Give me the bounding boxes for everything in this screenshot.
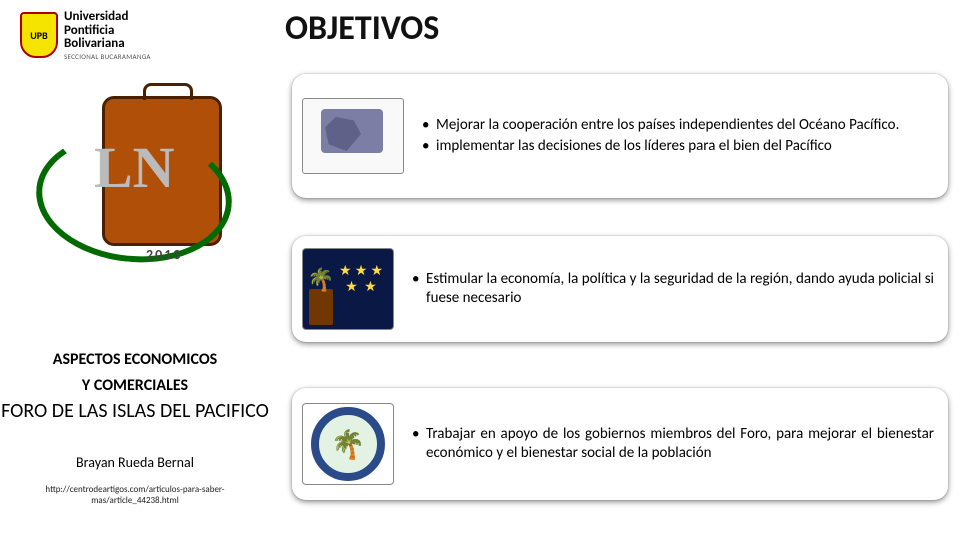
- objective-list-2: Estimular la economía, la política y la …: [408, 268, 934, 310]
- logo-shield-icon: UPB: [20, 12, 58, 58]
- heading-aspectos: ASPECTOS ECONOMICOS: [0, 350, 270, 369]
- seal-ring-icon: 🌴: [311, 407, 385, 481]
- page-title: OBJETIVOS: [285, 8, 439, 49]
- ln-badge-icon: LN: [94, 134, 175, 201]
- logo-line3: Bolivariana: [64, 37, 151, 51]
- palm-icon: 🌴: [307, 266, 334, 293]
- university-logo: UPB Universidad Pontificia Bolivariana S…: [20, 10, 151, 60]
- objective-bullet: Trabajar en apoyo de los gobiernos miemb…: [408, 425, 934, 463]
- logo-line2: Pontificia: [64, 24, 151, 38]
- logo-text: Universidad Pontificia Bolivariana SECCI…: [64, 10, 151, 60]
- logo-line1: Universidad: [64, 10, 151, 24]
- objective-bullet: Estimular la economía, la política y la …: [408, 270, 934, 308]
- objective-card-2: 🌴 Estimular la economía, la política y l…: [292, 236, 948, 342]
- year-label: 2013: [146, 246, 182, 263]
- objective-list-3: Trabajar en apoyo de los gobiernos miemb…: [408, 423, 934, 465]
- objective-card-1: Mejorar la cooperación entre los países …: [292, 74, 948, 198]
- logo-sub: SECCIONAL BUCARAMANGA: [64, 53, 151, 60]
- side-illustration: LN 2013: [28, 74, 238, 274]
- objective-bullet: Mejorar la cooperación entre los países …: [418, 116, 934, 135]
- map-thumbnail-icon: [302, 98, 404, 174]
- flag-thumbnail-icon: 🌴: [302, 248, 394, 330]
- objective-bullet: implementar las decisiones de los lídere…: [418, 137, 934, 156]
- seal-thumbnail-icon: 🌴: [302, 403, 394, 485]
- url-line1: http://centrodeartigos.com/articulos-par…: [45, 484, 224, 495]
- objective-list-1: Mejorar la cooperación entre los países …: [418, 114, 934, 158]
- reference-url: http://centrodeartigos.com/articulos-par…: [0, 484, 270, 507]
- objective-card-3: 🌴 Trabajar en apoyo de los gobiernos mie…: [292, 388, 948, 500]
- heading-ycomerciales: Y COMERCIALES: [0, 376, 270, 395]
- heading-foro: FORO DE LAS ISLAS DEL PACIFICO: [0, 400, 270, 422]
- url-line2: mas/article_44238.html: [91, 495, 179, 506]
- author-name: Brayan Rueda Bernal: [0, 454, 270, 471]
